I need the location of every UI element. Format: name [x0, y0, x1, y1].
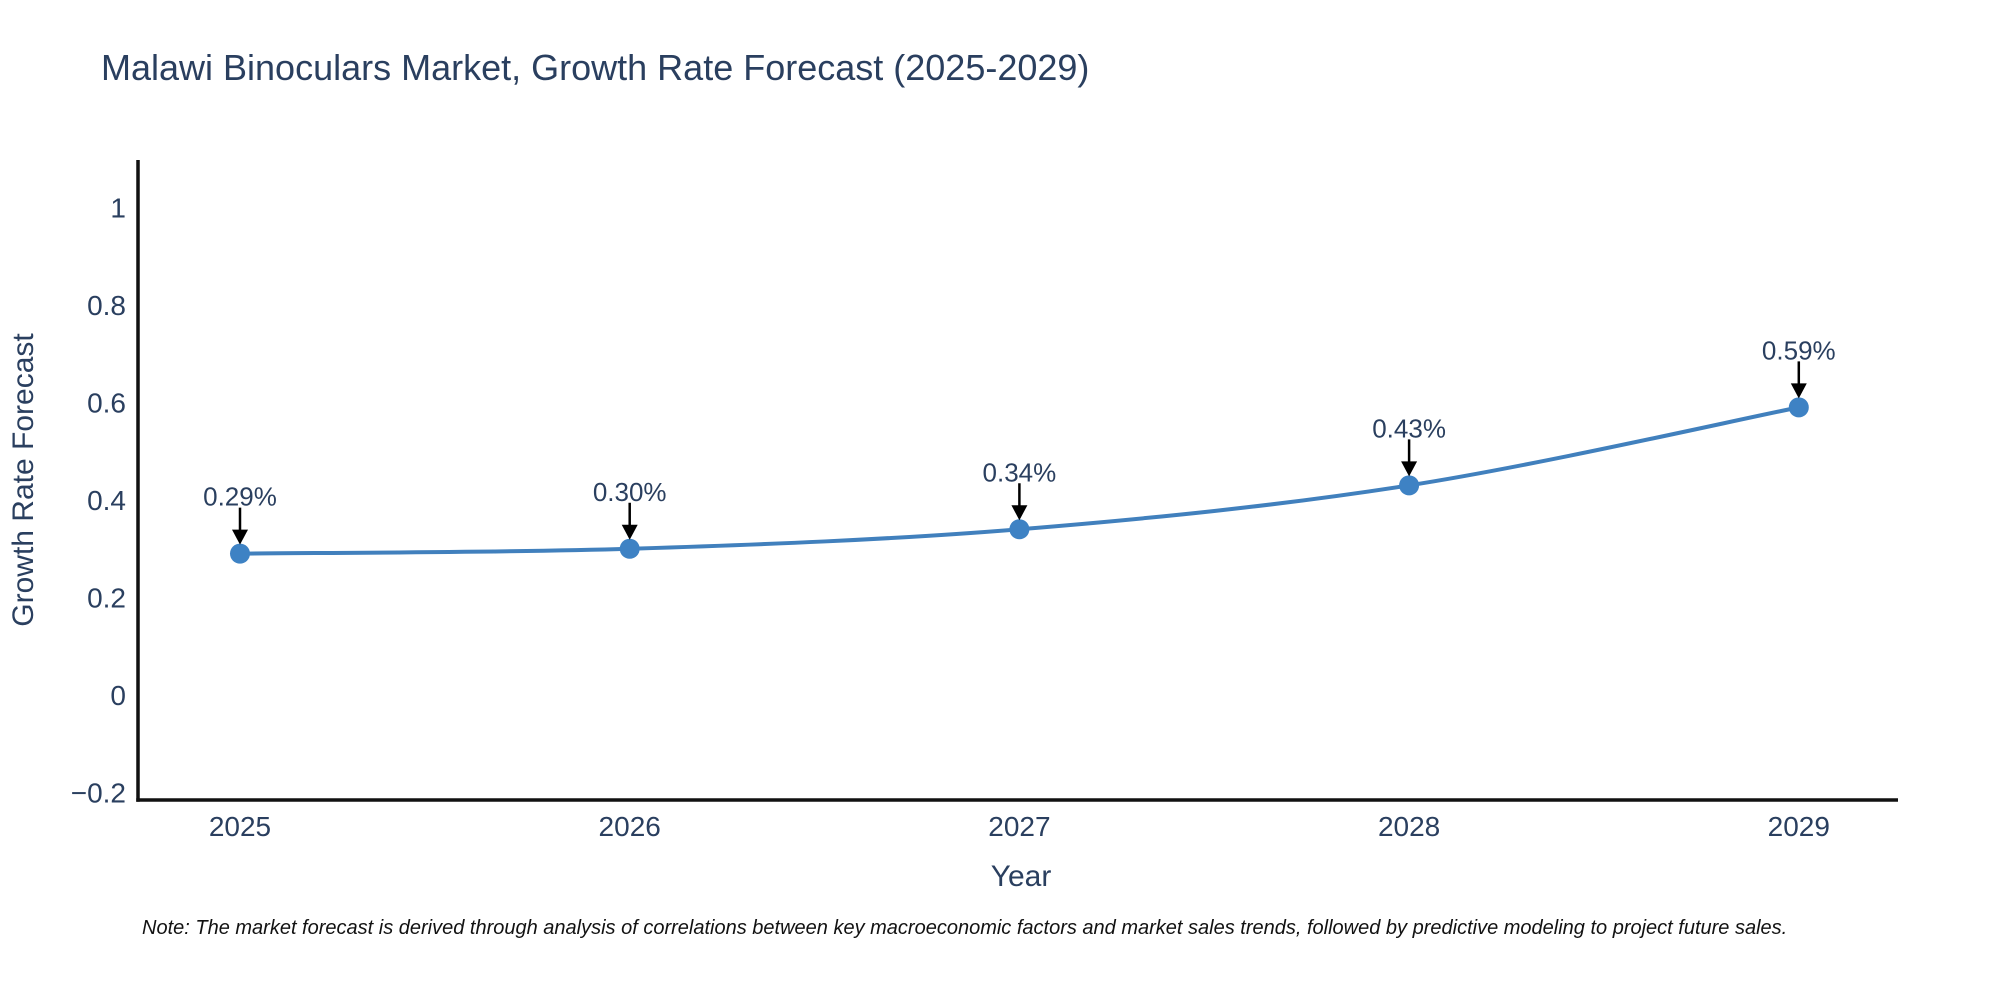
- y-tick-label: 0.2: [87, 583, 126, 614]
- annotation-arrowhead: [232, 529, 248, 545]
- y-tick-label: −0.2: [71, 778, 126, 809]
- point-value-label: 0.30%: [593, 477, 667, 507]
- data-point-marker: [230, 543, 250, 564]
- y-tick-label: 0.8: [87, 290, 126, 321]
- data-point-marker: [1399, 475, 1420, 496]
- x-axis-title: Year: [990, 860, 1052, 893]
- x-tick-label: 2028: [1378, 811, 1440, 842]
- y-tick-label: 0.6: [87, 388, 126, 419]
- annotation-arrowhead: [1790, 383, 1807, 399]
- y-tick-label: 1: [110, 193, 126, 224]
- y-tick-label: 0: [110, 680, 126, 711]
- y-tick-label: 0.4: [87, 485, 126, 516]
- x-tick-label: 2025: [209, 811, 271, 842]
- point-value-label: 0.29%: [203, 482, 277, 512]
- chart-title: Malawi Binoculars Market, Growth Rate Fo…: [101, 47, 1090, 88]
- annotation-arrowhead: [621, 524, 638, 540]
- footnote: Note: The market forecast is derived thr…: [142, 917, 1788, 939]
- point-value-label: 0.59%: [1762, 335, 1836, 365]
- x-tick-label: 2029: [1768, 811, 1830, 842]
- data-point-marker: [1009, 519, 1030, 540]
- annotation-arrowhead: [1011, 505, 1028, 521]
- data-point-marker: [1788, 397, 1809, 418]
- annotation-arrowhead: [1401, 461, 1418, 477]
- point-value-label: 0.34%: [983, 457, 1057, 487]
- x-tick-label: 2027: [988, 811, 1050, 842]
- y-axis-title: Growth Rate Forecast: [7, 333, 40, 627]
- point-value-label: 0.43%: [1372, 413, 1446, 443]
- data-point-marker: [619, 538, 640, 559]
- x-tick-label: 2026: [599, 811, 661, 842]
